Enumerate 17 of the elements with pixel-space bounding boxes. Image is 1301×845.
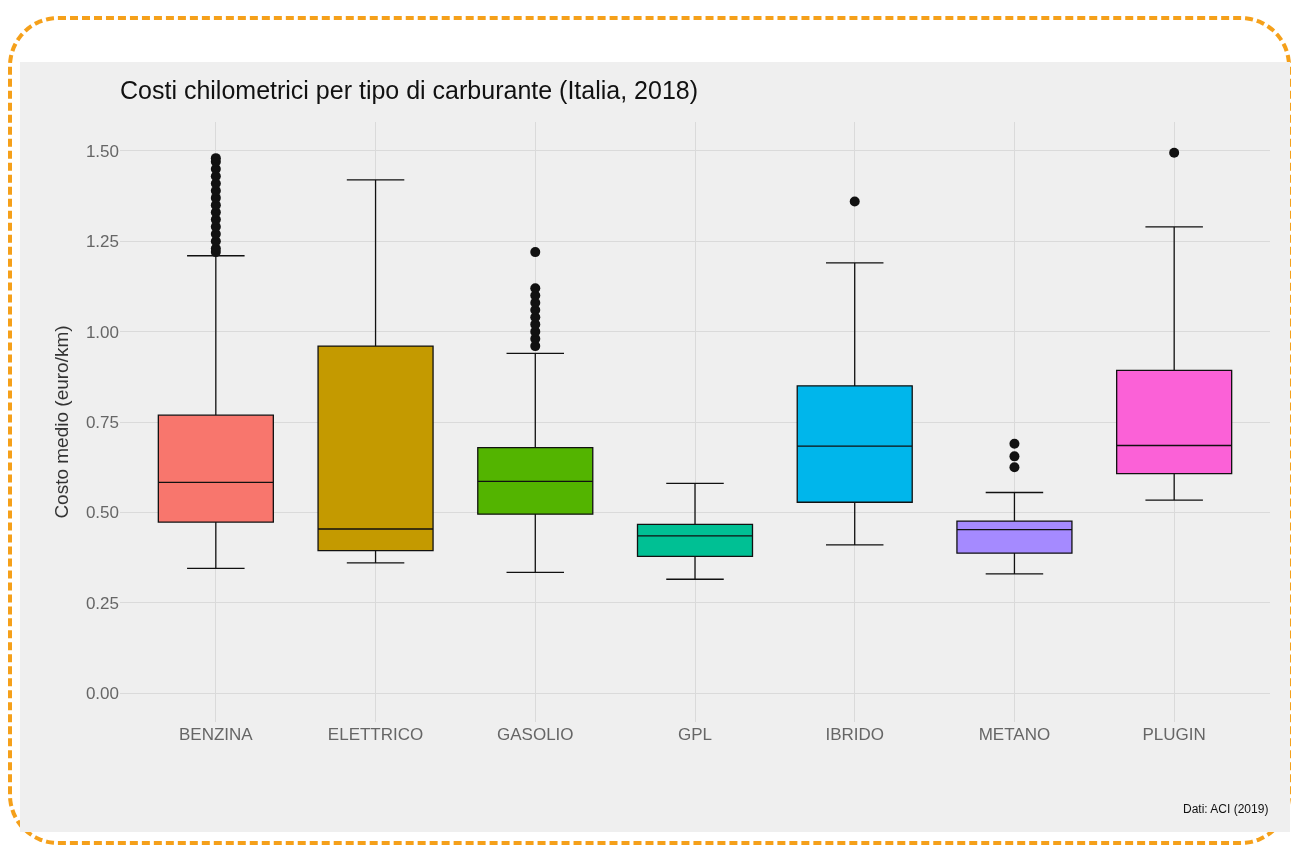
y-axis-title: Costo medio (euro/km) <box>50 325 72 519</box>
x-tick-label: GASOLIO <box>497 725 574 744</box>
x-tick-label: BENZINA <box>178 725 254 744</box>
y-tick-label: 1.50 <box>85 141 119 161</box>
x-tick-label: ELETTRICO <box>327 725 424 744</box>
x-tick-label: PLUGIN <box>1142 725 1206 744</box>
chart-title: Costi chilometrici per tipo di carburante (Italia, 2018) <box>120 75 699 104</box>
y-tick-label: 1.00 <box>85 322 119 342</box>
text: Dati: ACI (2019) <box>1183 802 1269 816</box>
y-tick-label: 0.75 <box>85 412 119 432</box>
y-tick-label: 0.50 <box>85 503 119 523</box>
x-tick-label: IBRIDO <box>825 725 884 744</box>
y-tick-label: 0.00 <box>85 684 119 704</box>
x-tick-label: METANO <box>978 725 1051 744</box>
y-tick-label: 1.25 <box>85 232 119 252</box>
y-tick-label: 0.25 <box>85 593 119 613</box>
x-tick-label: GPL <box>677 725 713 744</box>
